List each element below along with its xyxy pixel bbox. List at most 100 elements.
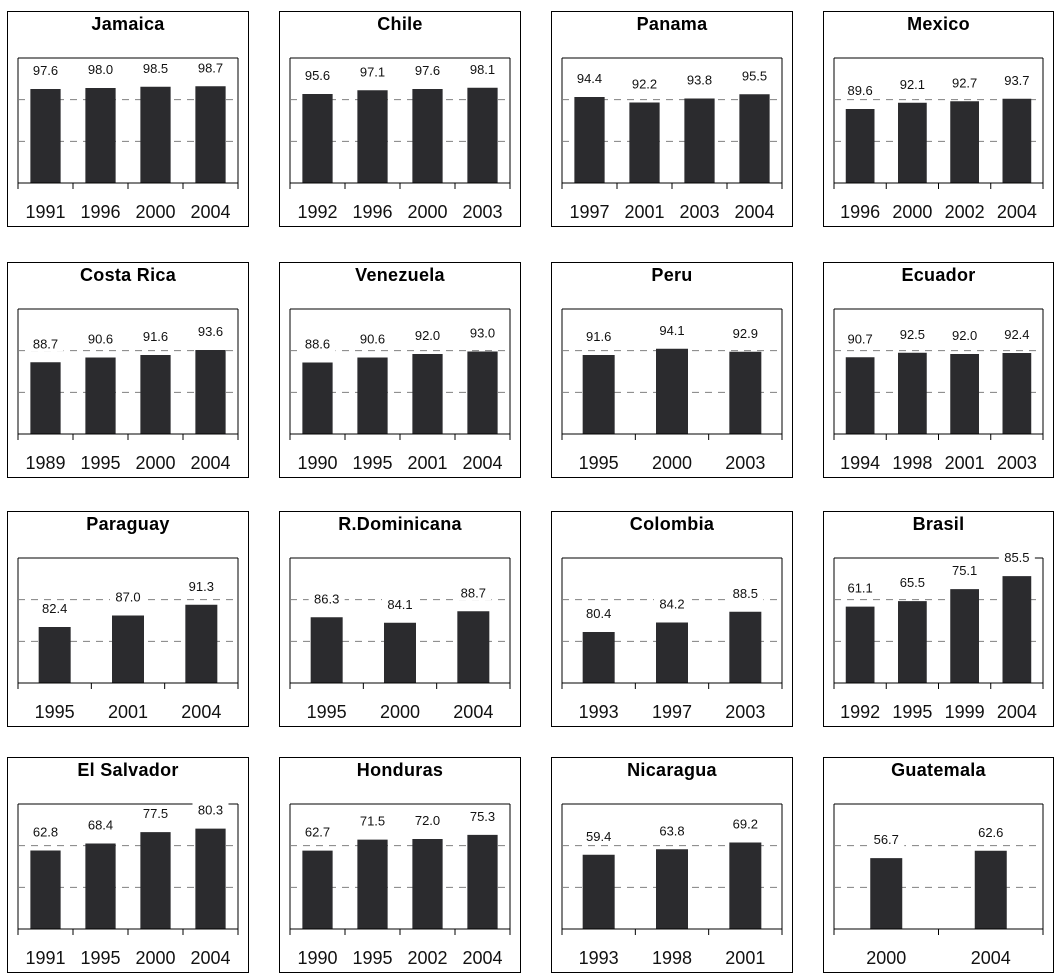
bar [457,611,490,683]
data-label: 92.4 [1004,327,1029,342]
chart-plot: 94.4 1997 92.2 2001 93.8 2003 95.5 2004 [561,57,783,222]
data-label-background [727,325,764,341]
bar [112,615,144,683]
data-label: 92.1 [900,77,925,92]
data-label: 97.1 [360,64,385,79]
x-tick-label: 2003 [679,202,719,222]
data-label: 68.4 [88,818,113,833]
data-label: 98.1 [470,62,495,77]
x-tick-label: 2004 [734,202,774,222]
x-tick-label: 2004 [190,453,230,473]
data-label: 75.1 [952,563,977,578]
chart-plot: 62.8 1991 68.4 1995 77.5 2000 80.3 2004 [17,802,239,968]
bar [412,839,443,929]
bar [384,622,416,683]
data-label-background [27,63,64,78]
bar [140,832,171,929]
x-tick-label: 1996 [80,202,120,222]
x-tick-label: 1998 [652,948,692,968]
bar [1002,98,1032,183]
bar [310,617,343,683]
data-label: 90.6 [88,332,113,347]
bar [870,858,903,929]
x-tick-label: 1996 [840,202,880,222]
x-tick-label: 2004 [971,948,1011,968]
data-label: 85.5 [1004,550,1029,565]
bar [898,352,927,434]
x-tick-label: 1990 [297,948,337,968]
bar [845,109,875,183]
bar [412,354,443,434]
data-label-background [998,72,1035,88]
data-label: 82.4 [42,601,67,616]
bar [950,101,979,183]
bar [412,89,443,183]
x-tick-label: 1995 [579,453,619,473]
data-label: 92.0 [952,328,977,343]
data-label-background [464,808,501,824]
bar [85,88,116,183]
data-label: 93.7 [1004,73,1029,88]
bar [195,828,226,929]
chart-title: Colombia [629,514,715,534]
x-tick-label: 2002 [407,948,447,968]
x-tick-label: 2000 [652,453,692,473]
x-tick-label: 1994 [840,453,880,473]
bar [85,843,116,929]
chart-plot: 88.6 1990 90.6 1995 92.0 2001 93.0 2004 [289,308,511,473]
bar [195,350,226,434]
data-label-background [946,563,983,579]
data-label: 94.4 [577,71,602,86]
chart-title: Guatemala [891,760,986,780]
data-label-background [946,75,983,91]
data-label: 92.2 [632,77,657,92]
data-label: 92.7 [952,75,977,90]
data-label-background [998,327,1035,342]
data-label: 63.8 [659,823,684,838]
x-tick-label: 2004 [462,948,502,968]
bar [582,355,615,434]
chart-plot: 59.4 1993 63.8 1998 69.2 2001 [561,803,783,968]
data-label-background [580,606,617,621]
x-tick-label: 1995 [352,948,392,968]
data-label: 91.6 [143,329,168,344]
data-label-background [842,331,879,347]
chart-plot: 62.7 1990 71.5 1995 72.0 2002 75.3 2004 [289,803,511,968]
chart-plot: 86.3 1995 84.1 2000 88.7 2004 [289,557,511,722]
bar [467,351,498,434]
data-label: 89.6 [847,83,872,98]
bar [898,601,927,683]
chart-title: Paraguay [86,514,170,534]
data-label: 71.5 [360,814,385,829]
data-label-background [998,550,1035,566]
data-label: 97.6 [33,63,58,78]
chart-panel-el-salvador: El Salvador 62.8 1991 68.4 1995 77.5 2000 80.3 2… [7,757,249,973]
bar [656,849,688,929]
data-label: 88.6 [305,337,330,352]
data-label-background [894,76,931,92]
chart-title: Venezuela [355,265,445,285]
data-label-background [354,331,391,347]
chart-plot: 80.4 1993 84.2 1997 88.5 2003 [561,557,783,722]
x-tick-label: 2003 [462,202,502,222]
x-tick-label: 2001 [725,948,765,968]
bar [1002,353,1032,434]
data-label-background [681,72,718,88]
data-label: 93.8 [687,73,712,88]
data-label: 91.3 [189,579,214,594]
bar [898,102,927,183]
data-label: 98.5 [143,61,168,76]
x-tick-label: 2001 [407,453,447,473]
data-label-background [354,64,391,80]
x-tick-label: 1995 [892,702,932,722]
x-tick-label: 2003 [725,453,765,473]
data-label: 86.3 [314,591,339,606]
bar [950,354,979,434]
bar [845,357,875,434]
x-tick-label: 2004 [190,202,230,222]
data-label-background [409,813,446,828]
bar [974,850,1007,929]
bar [30,362,61,434]
bar [185,604,218,683]
chart-title: Mexico [907,14,970,34]
